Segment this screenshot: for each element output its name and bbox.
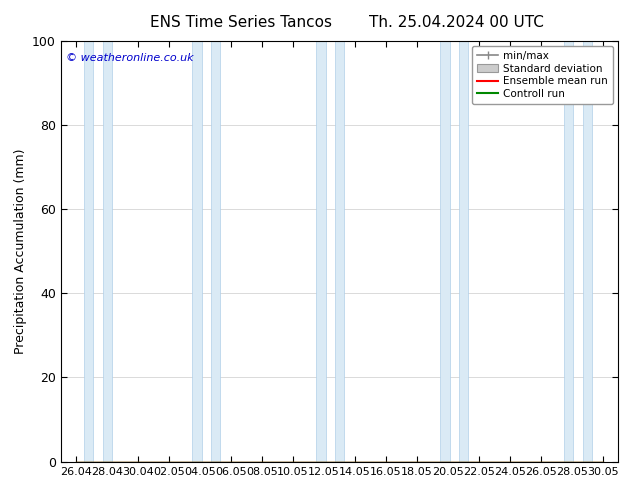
Legend: min/max, Standard deviation, Ensemble mean run, Controll run: min/max, Standard deviation, Ensemble me… <box>472 46 613 104</box>
Bar <box>211 41 220 462</box>
Bar <box>335 41 344 462</box>
Bar <box>84 41 93 462</box>
Bar <box>316 41 326 462</box>
Text: ENS Time Series Tancos: ENS Time Series Tancos <box>150 15 332 30</box>
Bar <box>193 41 202 462</box>
Bar <box>103 41 112 462</box>
Y-axis label: Precipitation Accumulation (mm): Precipitation Accumulation (mm) <box>13 148 27 354</box>
Bar <box>459 41 468 462</box>
Bar <box>564 41 573 462</box>
Bar <box>440 41 450 462</box>
Text: © weatheronline.co.uk: © weatheronline.co.uk <box>67 53 194 63</box>
Text: Th. 25.04.2024 00 UTC: Th. 25.04.2024 00 UTC <box>369 15 544 30</box>
Bar <box>583 41 592 462</box>
